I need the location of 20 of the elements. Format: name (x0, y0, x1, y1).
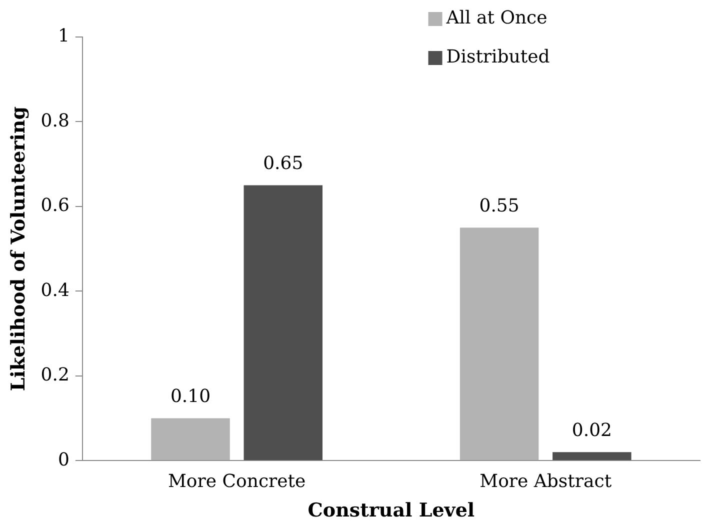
x-tick-label: More Concrete (168, 471, 306, 492)
data-label: 0.55 (479, 195, 520, 216)
data-label: 0.02 (572, 420, 612, 441)
y-tick-label: 0 (58, 449, 70, 470)
y-tick-label: 0.6 (40, 195, 70, 216)
x-axis-title: Construal Level (308, 500, 475, 522)
data-label: 0.65 (263, 152, 304, 174)
bar (552, 452, 632, 460)
legend-label: Distributed (446, 46, 550, 68)
y-axis-title: Likelihood of Volunteering (7, 106, 30, 392)
bar (244, 185, 323, 460)
y-tick-label: 0.2 (40, 364, 70, 386)
data-label: 0.10 (170, 386, 211, 407)
y-tick-label: 0.8 (40, 110, 70, 132)
legend-label: All at Once (445, 8, 548, 29)
y-tick-label: 0.4 (40, 280, 70, 301)
x-tick-label: More Abstract (480, 471, 612, 492)
bar (460, 228, 539, 460)
y-tick-label: 1 (58, 26, 70, 47)
bar (151, 418, 230, 460)
